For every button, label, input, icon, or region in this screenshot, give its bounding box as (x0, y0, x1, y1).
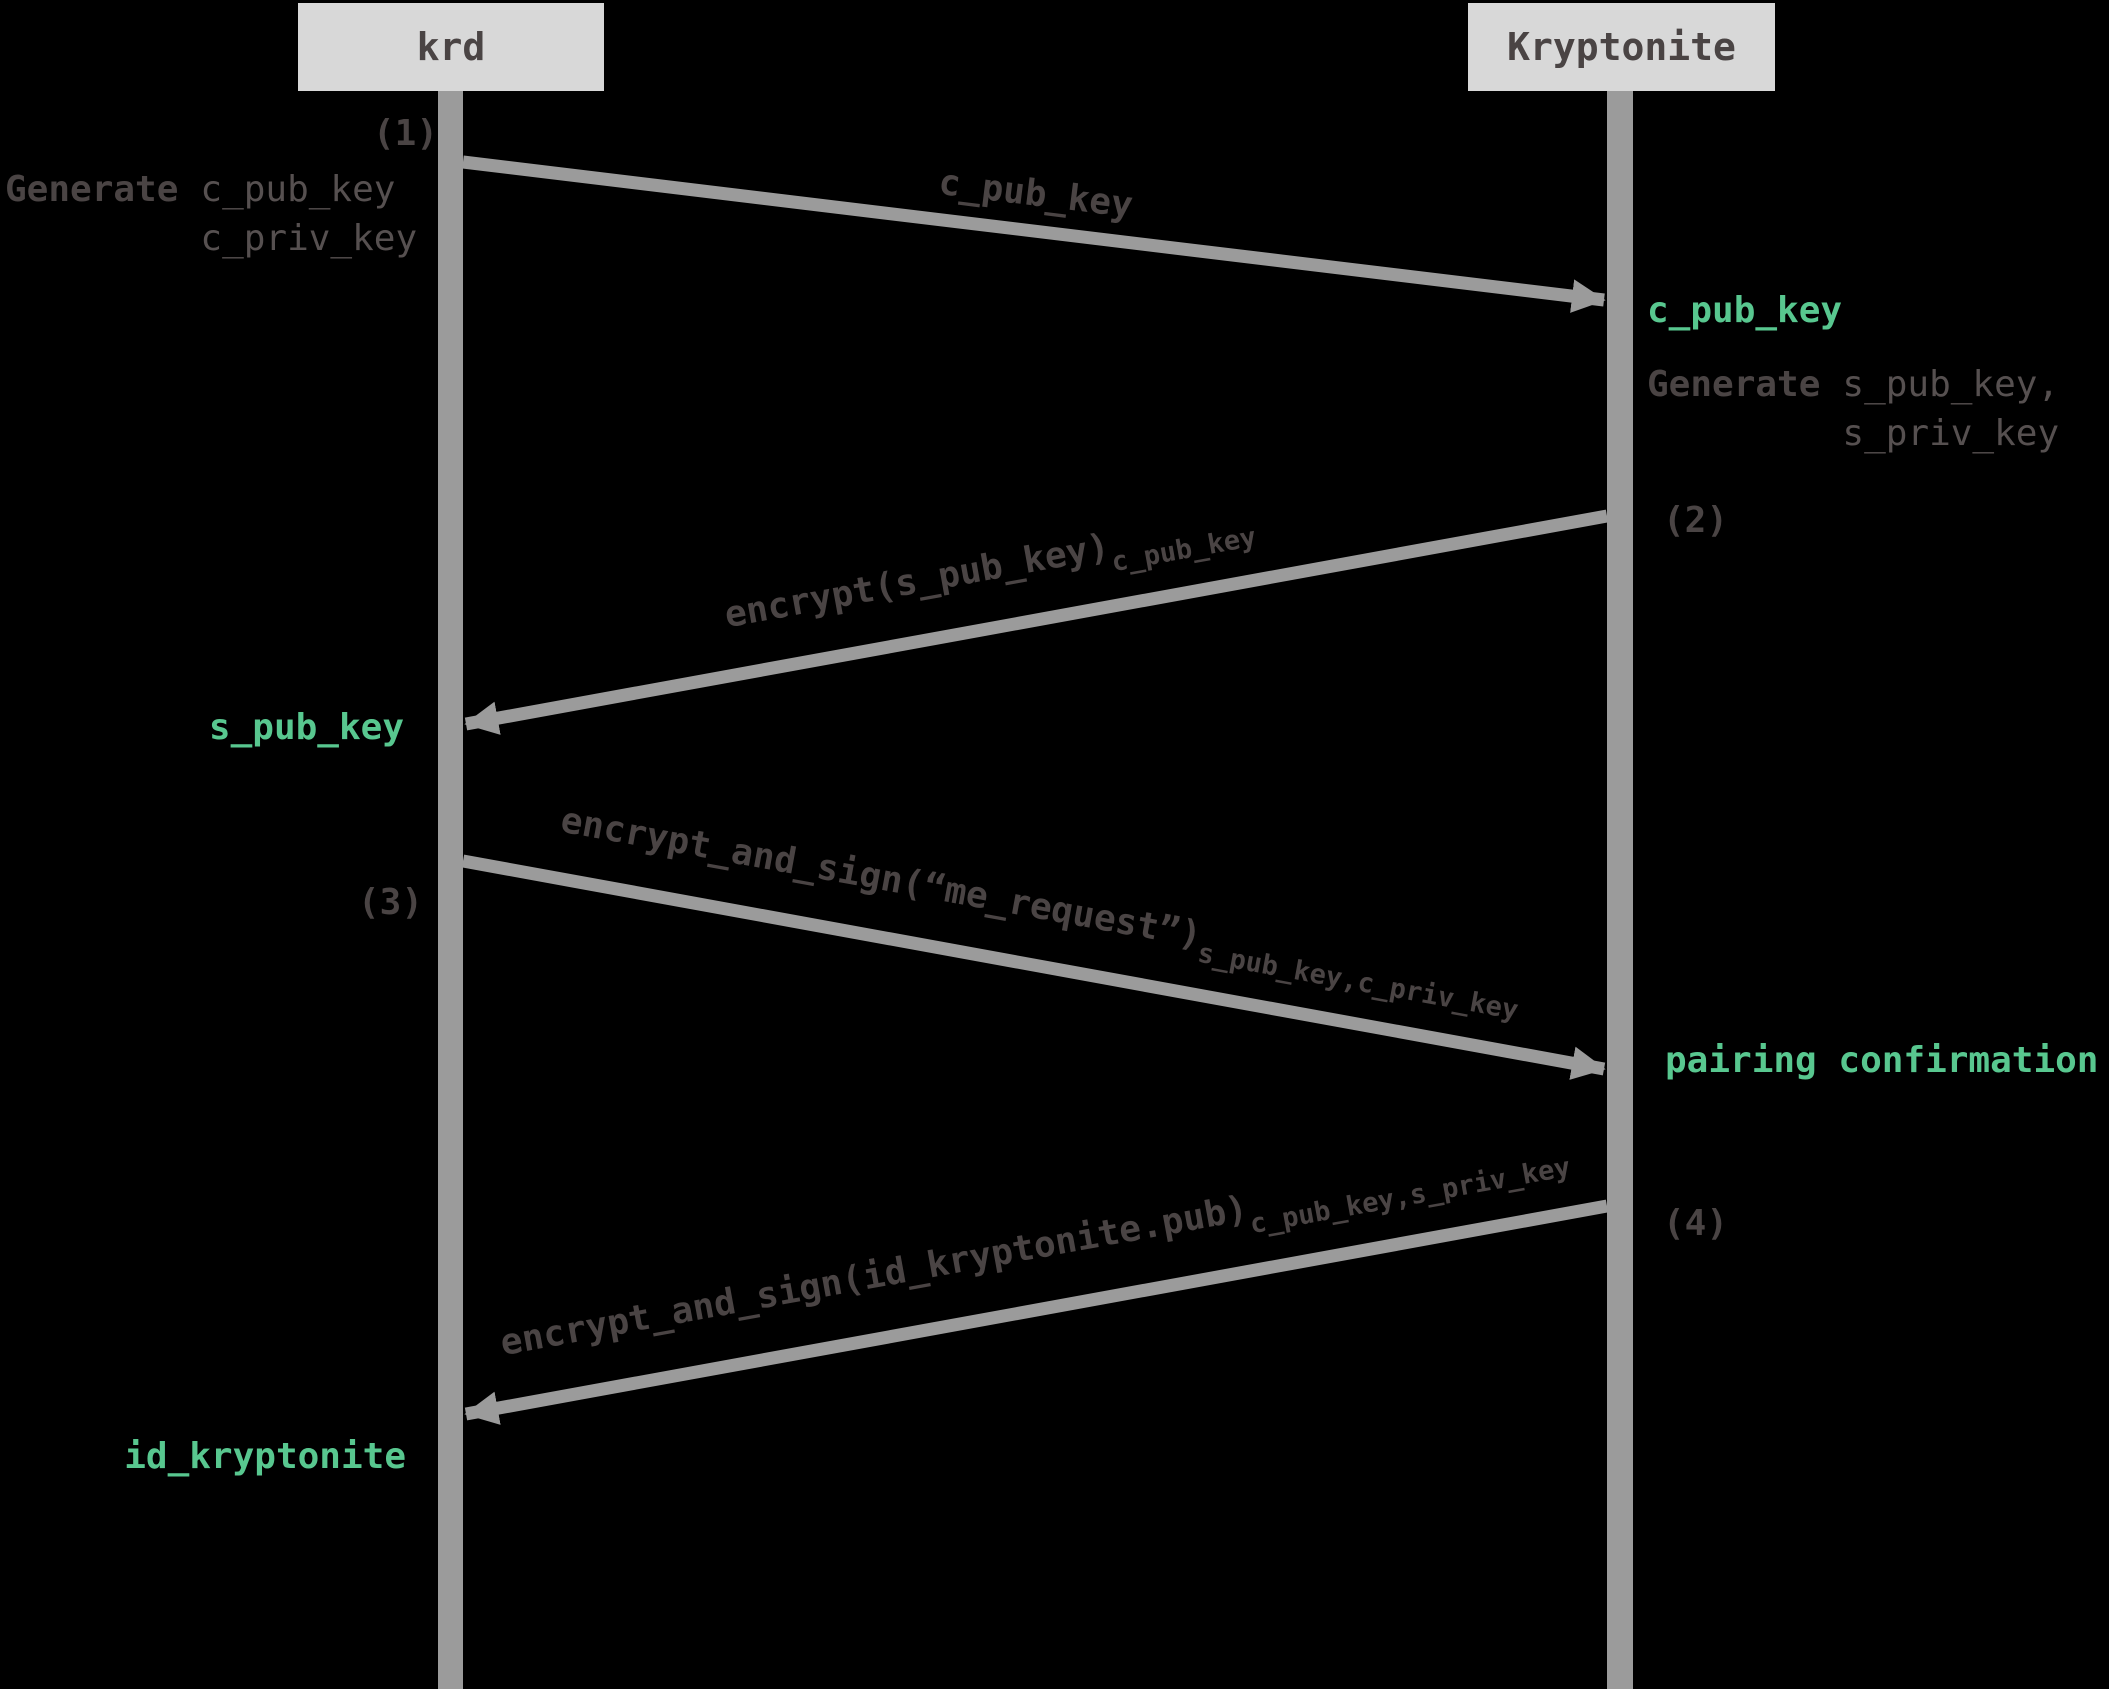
note-server-generate: Generate s_pub_key, s_priv_key (1647, 360, 2059, 458)
step-number-1: (1) (373, 113, 439, 154)
note-client-generate: Generate c_pub_key c_priv_key (5, 165, 417, 263)
arrow-3-krd-to-kryptonite (461, 854, 1606, 1080)
step-number-2: (2) (1663, 500, 1729, 541)
key-s-priv: s_priv_key (1842, 413, 2060, 454)
generate-keyword: Generate (1647, 364, 1821, 405)
key-c-pub: c_pub_key (200, 169, 396, 210)
note-pairing-confirmation: pairing confirmation (1665, 1040, 2099, 1081)
step-number-3: (3) (358, 882, 424, 923)
step-number-4: (4) (1663, 1203, 1729, 1244)
note-received-c-pub-key: c_pub_key (1647, 290, 1843, 331)
generate-keyword: Generate (5, 169, 179, 210)
note-received-s-pub-key: s_pub_key (208, 707, 404, 748)
arrow-1-krd-to-kryptonite (462, 155, 1606, 313)
participant-label-kryptonite: Kryptonite (1507, 25, 1736, 69)
arrow-2-kryptonite-to-krd (464, 509, 1609, 735)
key-s-pub: s_pub_key, (1842, 364, 2060, 405)
generated-key-list: c_pub_key c_priv_key (200, 165, 417, 263)
participant-box-krd: krd (298, 3, 604, 91)
arrow-4-kryptonite-to-krd (464, 1199, 1609, 1425)
generated-key-list: s_pub_key, s_priv_key (1842, 360, 2059, 458)
participant-label-krd: krd (416, 25, 486, 69)
lifeline-kryptonite (1607, 91, 1633, 1689)
lifeline-krd (438, 91, 463, 1689)
participant-box-kryptonite: Kryptonite (1468, 3, 1775, 91)
note-received-id-kryptonite: id_kryptonite (124, 1436, 406, 1477)
key-c-priv: c_priv_key (200, 218, 418, 259)
